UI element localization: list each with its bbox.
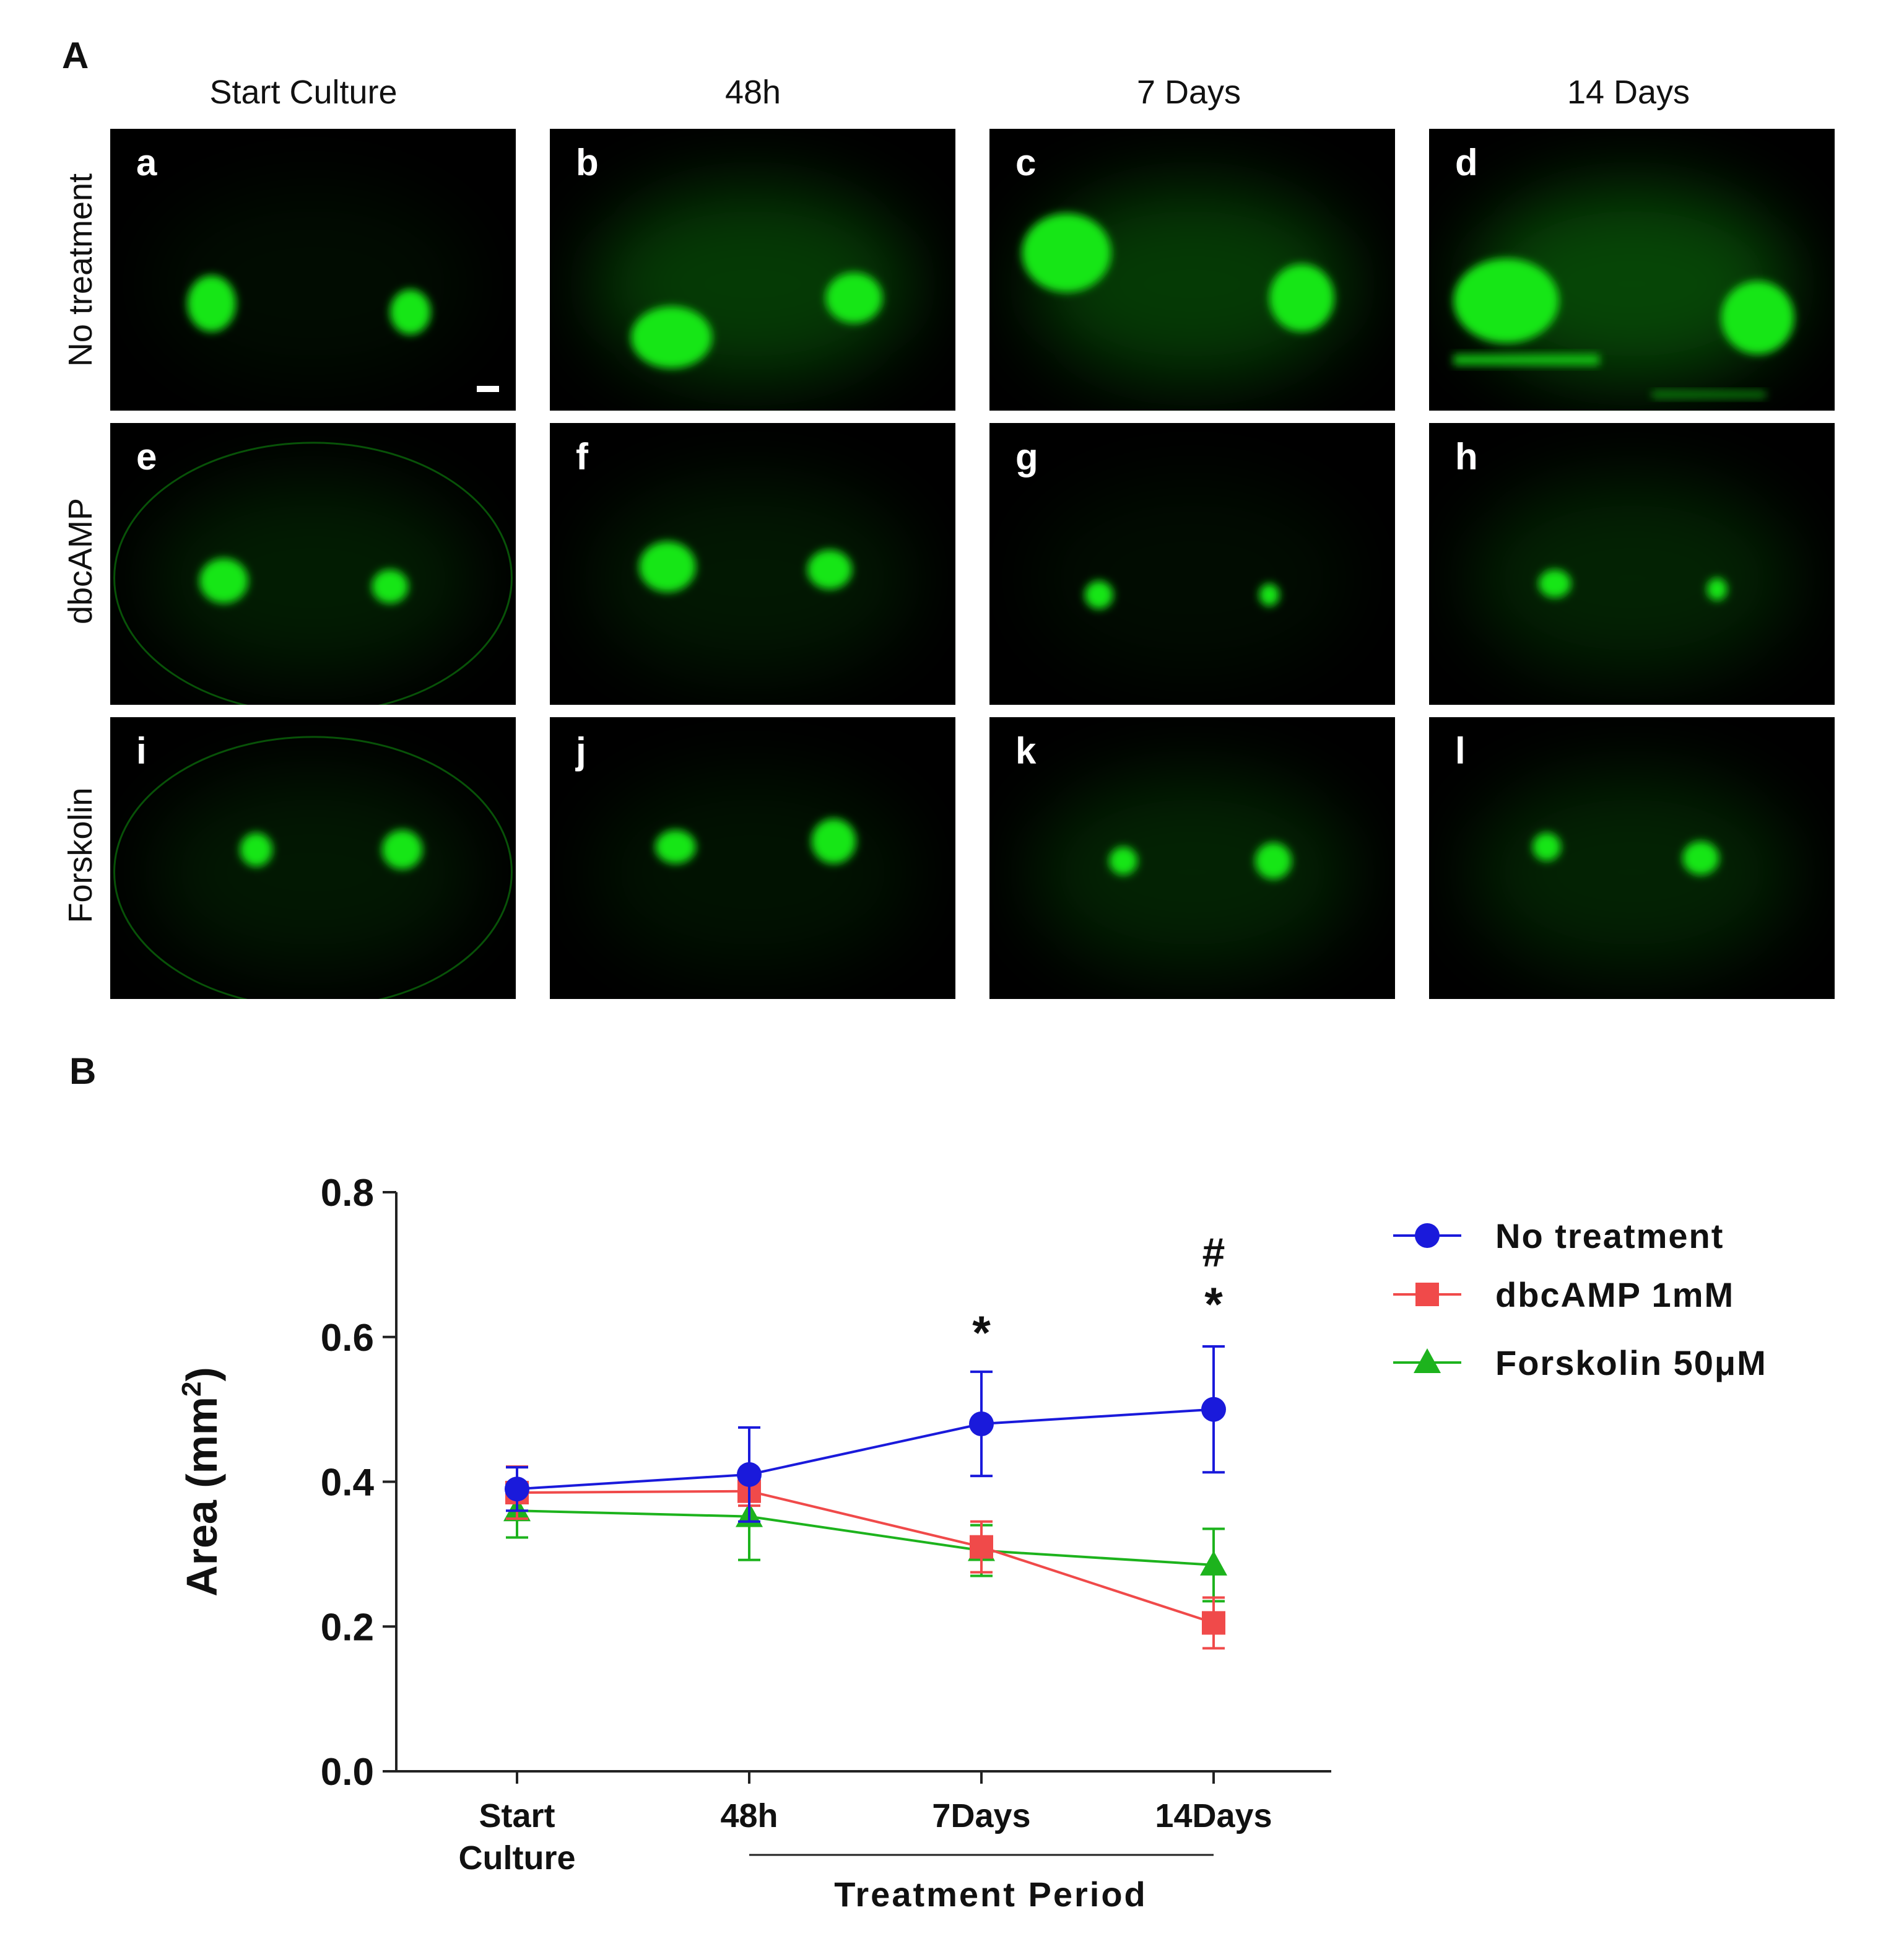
tile-label-j: j [576,730,586,772]
fluorescent-spot [1453,258,1559,343]
fluorescent-spot [1269,264,1334,332]
panel-a-label: A [62,35,89,76]
data-point [505,1476,529,1502]
x-tick-label: 14Days [1155,1797,1272,1834]
tile-label-b: b [576,142,599,183]
micrograph-i: i [110,717,516,999]
fluorescent-spot [199,558,248,604]
fluorescent-spot [807,549,852,590]
column-title-14-days: 14 Days [1567,74,1690,111]
column-title-48h: 48h [724,74,781,111]
fluorescent-spot [1259,583,1280,606]
fluorescent-spot [1682,841,1719,875]
y-tick-label: 0.8 [321,1172,374,1215]
treatment-period-label: Treatment Period [834,1875,1147,1914]
micrograph-c: c [989,129,1395,411]
fluorescent-spot [1721,281,1794,354]
tile-label-l: l [1455,730,1466,772]
data-point [1415,1223,1440,1248]
fluorescent-spot [631,306,712,369]
series-line [516,1509,1214,1566]
x-tick-label: Culture [459,1839,576,1877]
micrograph-j: j [550,717,955,999]
fluorescent-spot [811,818,856,864]
tile-label-k: k [1015,730,1037,772]
data-point [1415,1283,1439,1306]
micrograph-g: g [989,423,1395,705]
micrograph-d: d [1429,129,1835,411]
row-title-no-treatment: No treatment [62,173,99,367]
legend-label: No treatment [1495,1216,1724,1255]
tile-label-i: i [136,730,147,772]
micrograph-k: k [989,717,1395,999]
fluorescent-spot [381,830,423,870]
tile-label-d: d [1455,142,1478,183]
x-tick-label: 48h [720,1797,778,1834]
data-point [1202,1611,1225,1635]
fluorescent-spot [1022,213,1111,292]
significance-annotation: # [1202,1229,1225,1275]
fluorescent-spot [1255,842,1292,879]
legend-entry: dbcAMP 1mM [1393,1275,1734,1314]
column-title-start-culture: Start Culture [209,74,398,111]
fluorescent-spot [372,569,409,604]
micrograph-l: l [1429,717,1835,999]
legend-entry: No treatment [1393,1216,1724,1255]
legend-label: dbcAMP 1mM [1495,1275,1734,1314]
legend-entry: Forskolin 50μM [1393,1343,1767,1382]
significance-annotation: * [972,1307,991,1359]
micrograph-e: e [110,423,516,705]
y-tick-label: 0.4 [321,1462,375,1504]
data-point [970,1535,993,1559]
data-point [1414,1348,1441,1373]
row-title-forskolin: Forskolin [62,787,99,923]
fluorescent-spot [1538,569,1571,598]
line-chart: 0.0 0.2 0.4 0.6 0.8 Start Culture 48h 7Days 14Day… [176,1172,1767,1914]
fluorescent-spot [389,289,431,335]
significance-annotation: * [1204,1278,1223,1331]
tile-label-g: g [1015,436,1038,478]
column-title-7-days: 7 Days [1136,74,1241,111]
fluorescent-spot [187,275,237,332]
fluorescent-spot [655,830,696,864]
series-square [505,1465,1225,1650]
data-point [737,1462,762,1487]
panel-b-label: B [69,1050,97,1092]
tile-label-c: c [1015,142,1037,183]
series-circle [505,1345,1226,1523]
micrograph-b: b [550,129,955,411]
fluorescent-spot [639,541,696,592]
series-line [516,1489,1214,1625]
y-tick-label: 0.6 [321,1317,374,1359]
fluorescent-spot [240,832,272,867]
micrograph-h: h [1429,423,1835,705]
micrograph-f: f [550,423,955,705]
fluorescent-spot [1532,832,1561,861]
y-tick-label: 0.2 [321,1606,374,1649]
fluorescent-spot [1109,847,1138,875]
tile-label-a: a [136,142,157,183]
scale-bar [477,386,499,392]
legend-label: Forskolin 50μM [1495,1343,1767,1382]
data-point [1201,1397,1226,1422]
fluorescent-spot [1084,580,1113,609]
tile-label-h: h [1455,436,1478,478]
x-tick-label: Start [479,1797,555,1834]
data-point [1200,1550,1227,1576]
y-tick-label: 0.0 [321,1751,374,1794]
row-title-dbcamp: dbcAMP [62,497,99,625]
x-tick-label: 7Days [932,1797,1030,1834]
tile-label-e: e [136,436,157,478]
fluorescent-spot [825,273,883,323]
data-point [969,1411,994,1436]
fluorescent-spot [1706,578,1728,601]
tile-label-f: f [576,436,588,478]
series-line [516,1408,1214,1491]
micrograph-a: a [110,129,516,411]
y-axis-title: Area (mm2) [176,1367,226,1597]
